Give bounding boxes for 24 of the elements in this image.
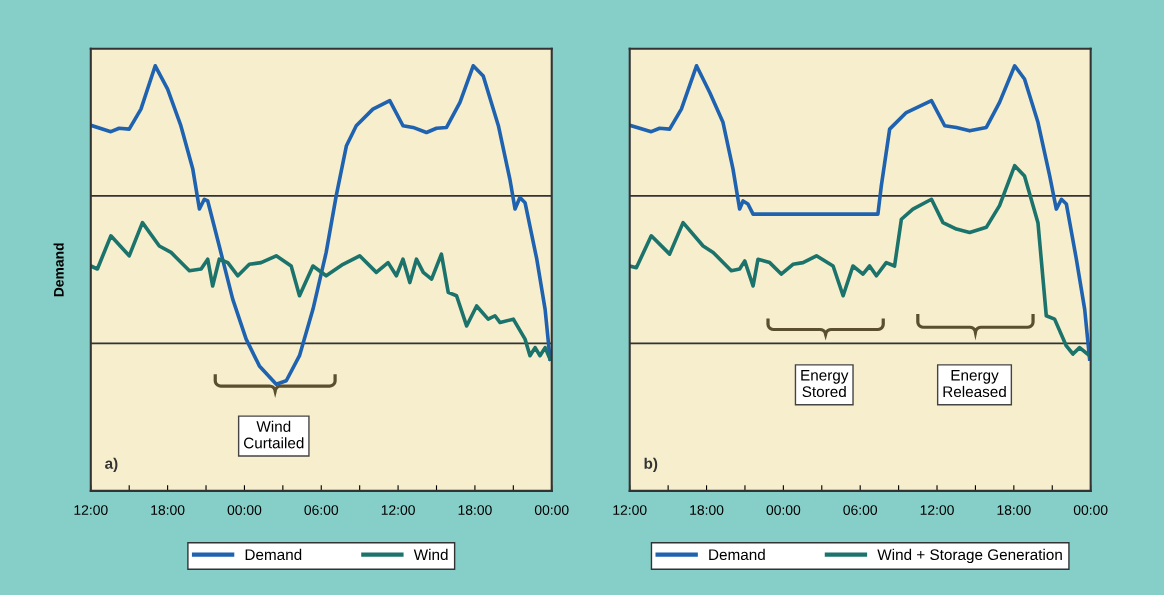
- x-tick-label: 18:00: [458, 505, 492, 515]
- x-tick-label: 12:00: [613, 505, 647, 515]
- x-tick-label: 18:00: [690, 505, 724, 515]
- legend-label: Wind + Storage Generation: [877, 548, 1062, 564]
- annotation: Energy Released: [943, 369, 1006, 398]
- x-tick-label: 00:00: [534, 505, 569, 515]
- annotation: a): [105, 457, 118, 472]
- x-tick-label: 00:00: [1073, 505, 1108, 515]
- x-tick-label: 06:00: [304, 505, 339, 515]
- legend-label: Demand: [709, 548, 765, 561]
- x-tick-label: 18:00: [997, 505, 1031, 515]
- annotation: Energy Stored: [801, 369, 849, 398]
- x-tick-label: 06:00: [843, 505, 878, 515]
- legend-label: Wind: [413, 548, 448, 561]
- annotation: b): [644, 457, 658, 472]
- y-axis-title: Demand: [53, 243, 64, 297]
- x-tick-label: 12:00: [381, 505, 415, 515]
- x-tick-label: 00:00: [227, 505, 262, 515]
- x-tick-label: 00:00: [766, 505, 801, 515]
- legend-label: Demand: [245, 548, 302, 561]
- x-tick-label: 18:00: [151, 505, 185, 515]
- annotation: Wind Curtailed: [243, 420, 304, 449]
- x-tick-label: 12:00: [74, 505, 108, 515]
- x-tick-label: 12:00: [920, 505, 954, 515]
